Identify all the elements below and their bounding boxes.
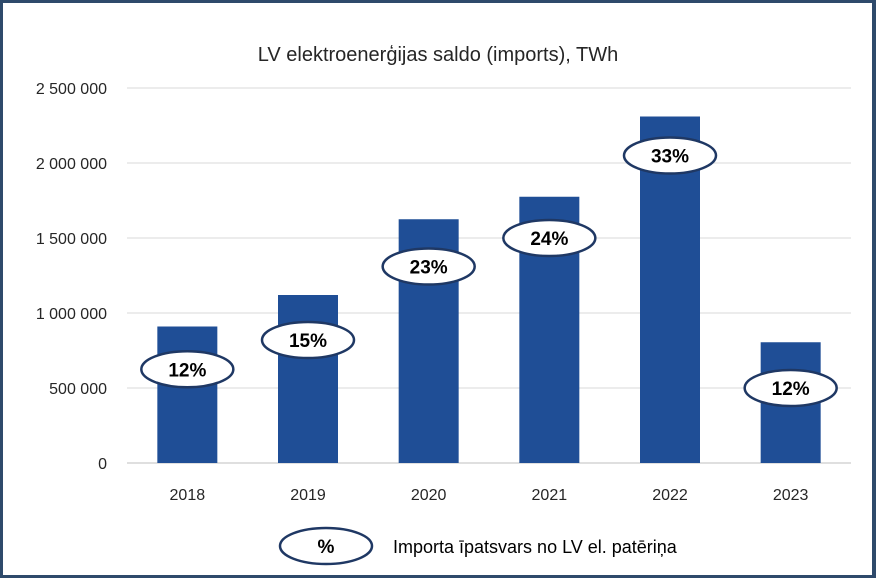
percent-badge-2022: 33%: [622, 136, 718, 175]
percent-badge-label: 12%: [168, 360, 206, 381]
percent-badge-2023: 12%: [743, 368, 838, 408]
percent-badge-ellipse: [381, 247, 476, 286]
grid-lines: [127, 87, 851, 464]
y-tick-label: 1 000 000: [36, 306, 107, 323]
y-tick-label: 500 000: [49, 381, 107, 398]
bar-2018: [157, 326, 218, 463]
x-tick-label: 2023: [773, 487, 809, 504]
y-tick-label: 1 500 000: [36, 231, 107, 248]
legend-symbol-text: %: [318, 537, 335, 558]
y-tick-label: 0: [98, 456, 107, 473]
y-tick-label: 2 500 000: [36, 81, 107, 98]
x-tick-label: 2021: [532, 487, 568, 504]
legend: % Importa īpatsvars no LV el. patēriņa: [278, 526, 678, 566]
x-tick-label: 2018: [170, 487, 206, 504]
x-tick-label: 2019: [290, 487, 326, 504]
percent-badge-ellipse: [260, 320, 356, 360]
bars: [157, 116, 821, 463]
percent-badge-label: 15%: [289, 331, 327, 352]
legend-symbol: [278, 526, 374, 566]
x-tick-label: 2020: [411, 487, 447, 504]
percent-badge-label: 24%: [530, 229, 568, 250]
x-axis-labels: 2018 2019 2020 2021 2022 2023: [170, 487, 809, 504]
percent-badge-ellipse: [622, 136, 718, 175]
percent-badge-2019: 15%: [260, 320, 356, 360]
legend-label: Importa īpatsvars no LV el. patēriņa: [393, 537, 678, 557]
percent-badge-2020: 23%: [381, 247, 476, 286]
percent-badge-label: 33%: [651, 147, 689, 168]
percent-badge-ellipse: [502, 218, 597, 258]
percent-badge-ellipse: [140, 350, 235, 389]
chart-title: LV elektroenerģijas saldo (imports), TWh: [258, 44, 619, 66]
percent-badge-2021: 24%: [502, 218, 597, 258]
percent-badge-label: 12%: [772, 379, 810, 400]
y-axis-labels: 0 500 000 1 000 000 1 500 000 2 000 000 2 500…: [36, 81, 107, 473]
bar-chart: LV elektroenerģijas saldo (imports), TWh…: [36, 44, 851, 566]
percent-badge-ellipse: [743, 368, 838, 408]
bar-2019: [278, 295, 338, 463]
percent-badge-2018: 12%: [140, 350, 235, 389]
y-tick-label: 2 000 000: [36, 156, 107, 173]
x-tick-label: 2022: [652, 487, 688, 504]
percent-badges: 12% 15% 23% 24% 33% 12%: [140, 136, 838, 408]
percent-badge-label: 23%: [410, 258, 448, 279]
